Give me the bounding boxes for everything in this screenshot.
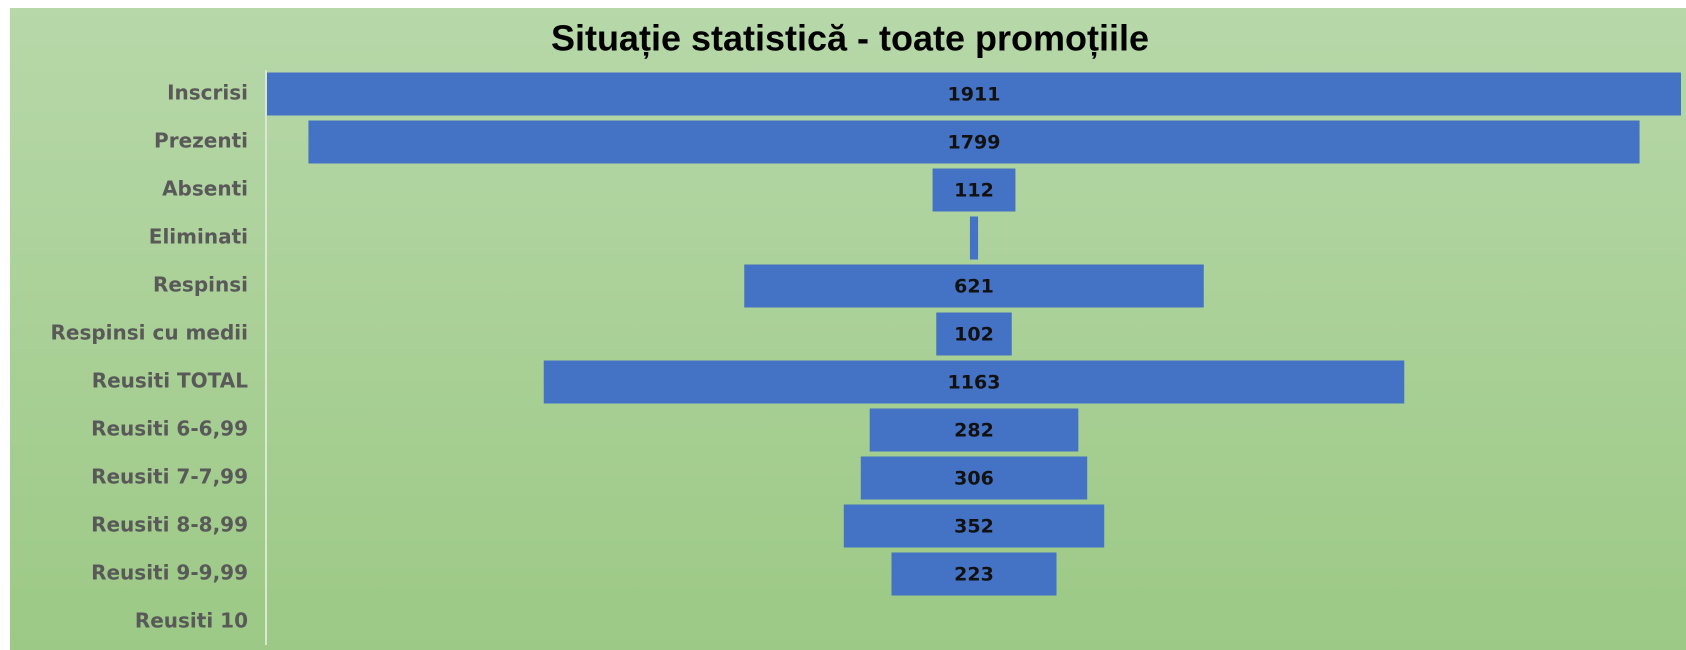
bar: [843, 504, 1105, 548]
bar: [969, 216, 979, 260]
bar: [744, 264, 1204, 308]
category-label: Reusiti 6-6,99: [91, 417, 248, 441]
category-label: Respinsi: [153, 273, 248, 297]
bar: [543, 360, 1405, 404]
data-label: 306: [954, 468, 994, 490]
bar: [267, 72, 1681, 116]
data-label: 1163: [948, 372, 1001, 394]
data-label: 352: [954, 516, 994, 538]
data-label: 112: [954, 180, 994, 202]
data-label: 223: [954, 564, 994, 586]
bar: [932, 168, 1016, 212]
data-label: 1911: [948, 84, 1001, 106]
data-label: 621: [954, 276, 994, 298]
category-label: Prezenti: [154, 129, 248, 153]
category-label: Absenti: [162, 177, 248, 201]
category-label: Reusiti 7-7,99: [91, 465, 248, 489]
data-label: 282: [954, 420, 994, 442]
bar: [869, 408, 1079, 452]
category-label: Eliminati: [149, 225, 248, 249]
category-label: Reusiti 9-9,99: [91, 561, 248, 585]
category-label: Respinsi cu medii: [51, 321, 249, 345]
bar: [860, 456, 1088, 500]
bar: [308, 120, 1640, 164]
category-label: Reusiti 8-8,99: [91, 513, 248, 537]
bar: [891, 552, 1057, 596]
data-label: 102: [954, 324, 994, 346]
category-label: Reusiti TOTAL: [92, 369, 249, 393]
category-label: Inscrisi: [167, 81, 248, 105]
data-label: 1799: [948, 132, 1001, 154]
category-label: Reusiti 10: [135, 609, 248, 633]
bar: [936, 312, 1012, 356]
chart-title: Situație statistică - toate promoțiile: [551, 18, 1149, 60]
